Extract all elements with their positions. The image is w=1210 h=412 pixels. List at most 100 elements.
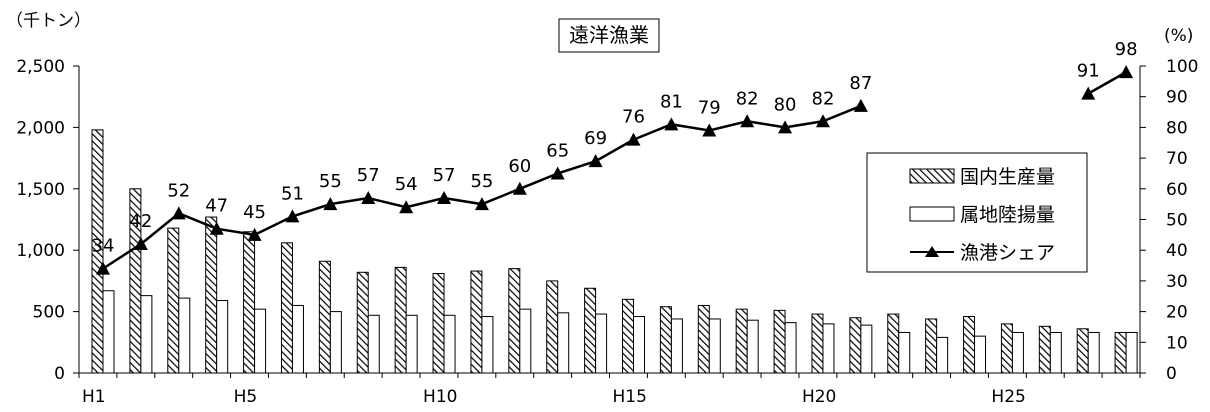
bar-domestic-H27 xyxy=(1076,328,1089,374)
bar-domestic-H21 xyxy=(849,317,862,374)
legend-swatch-domestic xyxy=(909,168,955,184)
share-label-H28: 98 xyxy=(1115,39,1138,60)
share-label-H18: 82 xyxy=(736,88,759,109)
y-right-tick-label: 80 xyxy=(1166,118,1188,138)
bar-domestic-H22 xyxy=(887,313,900,374)
share-marker-H20 xyxy=(815,114,830,128)
share-label-H20: 82 xyxy=(812,88,835,109)
y-left-unit: （千トン） xyxy=(6,11,91,31)
y-right-tick-label: 70 xyxy=(1166,149,1188,169)
legend-marker-share xyxy=(925,246,939,257)
share-marker-H3 xyxy=(171,206,186,220)
bar-domestic-H11 xyxy=(470,270,483,374)
bar-domestic-H4 xyxy=(205,216,218,374)
share-label-H14: 69 xyxy=(584,128,607,149)
bar-landing-H17 xyxy=(708,318,721,374)
bar-landing-H2 xyxy=(140,295,153,374)
bar-domestic-H25 xyxy=(1000,323,1013,374)
legend-box xyxy=(866,152,1088,273)
y-right-tick-label: 30 xyxy=(1166,272,1188,292)
x-tick-label: H20 xyxy=(802,387,836,407)
share-label-H3: 52 xyxy=(167,180,190,201)
share-marker-H12 xyxy=(512,181,527,195)
share-label-H13: 65 xyxy=(546,140,569,161)
bar-domestic-H23 xyxy=(925,318,938,374)
share-line-segment xyxy=(1087,71,1127,95)
share-label-H6: 51 xyxy=(281,183,304,204)
y-right-tick-label: 10 xyxy=(1166,333,1188,353)
y-right-tick-label: 0 xyxy=(1166,364,1177,384)
share-label-H10: 57 xyxy=(433,165,456,186)
legend-label-landing: 属地陸揚量 xyxy=(960,204,1055,226)
bar-landing-H6 xyxy=(291,304,304,374)
bar-domestic-H13 xyxy=(546,280,559,374)
bar-domestic-H7 xyxy=(318,260,331,374)
bar-landing-H10 xyxy=(443,314,456,374)
bar-landing-H11 xyxy=(481,316,494,374)
legend-label-domestic: 国内生産量 xyxy=(960,166,1055,188)
bars xyxy=(91,129,1138,374)
y-right-tick-label: 100 xyxy=(1166,57,1198,77)
share-label-H27: 91 xyxy=(1077,61,1100,82)
bar-domestic-H16 xyxy=(659,306,672,374)
bar-domestic-H2 xyxy=(129,188,142,374)
y-left-tick-label: 2,000 xyxy=(16,118,65,138)
share-label-H15: 76 xyxy=(622,107,645,128)
share-line: 34 42 52 47 45 51 55 57 54 57 55 60 65 69 76 81 79 82 80 82… xyxy=(92,39,1138,275)
share-label-H4: 47 xyxy=(205,196,228,217)
bar-domestic-H3 xyxy=(167,227,180,374)
bar-domestic-H26 xyxy=(1038,325,1051,374)
x-tick-label: H1 xyxy=(82,387,106,407)
y-right-unit: (%) xyxy=(1164,26,1193,46)
bar-domestic-H5 xyxy=(243,231,256,374)
chart-title-box: 遠洋漁業 xyxy=(558,18,660,53)
bar-domestic-H15 xyxy=(622,298,634,374)
x-tick-label: H10 xyxy=(423,387,457,407)
share-label-H9: 54 xyxy=(395,174,418,195)
y-left-tick-label: 1,500 xyxy=(16,180,65,200)
bar-domestic-H12 xyxy=(508,268,521,374)
bar-landing-H18 xyxy=(746,319,759,374)
bar-landing-H27 xyxy=(1087,331,1100,374)
bar-landing-H22 xyxy=(898,331,911,374)
bar-landing-H12 xyxy=(519,308,532,374)
share-marker-H11 xyxy=(474,197,489,211)
share-marker-H17 xyxy=(702,123,717,137)
bar-domestic-H20 xyxy=(811,313,824,374)
y-left-tick-label: 500 xyxy=(33,303,65,323)
y-right-tick-label: 40 xyxy=(1166,241,1188,261)
bar-landing-H13 xyxy=(557,312,570,374)
bar-landing-H9 xyxy=(405,314,418,374)
bar-domestic-H28 xyxy=(1114,331,1127,374)
bar-domestic-H17 xyxy=(697,304,710,374)
share-label-H2: 42 xyxy=(129,211,152,232)
legend: 国内生産量 属地陸揚量 漁港シェア xyxy=(866,152,1088,273)
bar-landing-H1 xyxy=(102,290,115,374)
share-marker-H1 xyxy=(96,261,110,275)
share-label-H11: 55 xyxy=(470,171,493,192)
legend-label-share: 漁港シェア xyxy=(960,242,1055,264)
bar-landing-H8 xyxy=(367,314,380,374)
share-label-H21: 87 xyxy=(849,73,872,94)
bar-domestic-H9 xyxy=(394,266,407,374)
chart-title: 遠洋漁業 xyxy=(569,23,649,47)
bar-landing-H4 xyxy=(216,300,229,374)
y-right-tick-label: 20 xyxy=(1166,303,1188,323)
bar-landing-H23 xyxy=(936,336,949,374)
x-ticks: H1 H5 H10 H15 H20 H25 xyxy=(78,373,1141,407)
bar-domestic-H8 xyxy=(356,271,369,374)
y-right-tick-label: 60 xyxy=(1166,180,1188,200)
share-marker-H21 xyxy=(853,98,868,112)
share-marker-H5 xyxy=(247,227,262,241)
bar-landing-H21 xyxy=(860,324,873,374)
bar-landing-H25 xyxy=(1011,331,1024,374)
bar-domestic-H14 xyxy=(584,287,597,374)
share-marker-H15 xyxy=(626,132,641,146)
share-marker-H9 xyxy=(399,200,414,214)
share-label-H12: 60 xyxy=(508,156,531,177)
bar-landing-H5 xyxy=(254,308,267,374)
share-marker-H18 xyxy=(740,114,755,128)
share-label-H17: 79 xyxy=(698,97,721,118)
bar-landing-H19 xyxy=(784,322,797,374)
